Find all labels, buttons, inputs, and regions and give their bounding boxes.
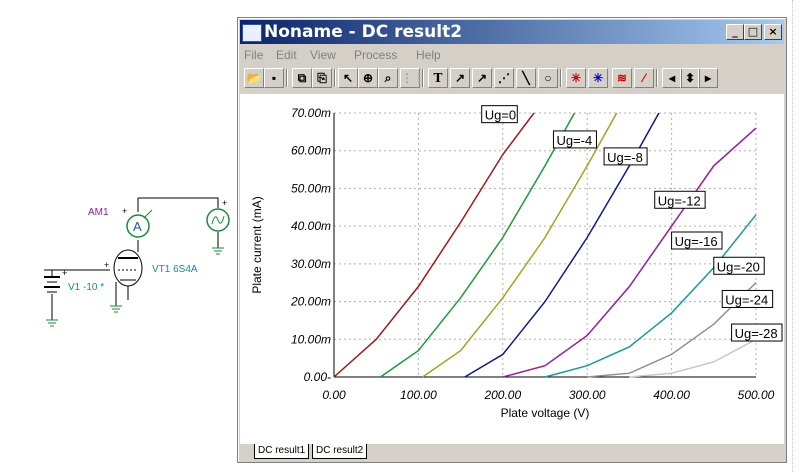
y-tick-label: 30.00m (291, 257, 331, 271)
y-axis-label: Plate current (mA) (250, 196, 264, 293)
menu-process[interactable]: Process (354, 48, 398, 62)
window-title: Noname - DC result2 (264, 22, 463, 42)
y-tick-label: 70.00m (291, 106, 331, 120)
toolbar-separator (334, 69, 336, 87)
curve-label: Ug=-8 (607, 150, 643, 165)
x-tick-label: 200.00 (483, 388, 521, 402)
curve-line[interactable] (422, 112, 618, 378)
curve-label: Ug=0 (485, 108, 516, 123)
curve-line[interactable] (629, 338, 757, 378)
curve-line[interactable] (502, 127, 757, 378)
cursor-a-icon[interactable]: ✳ (566, 68, 586, 88)
pointer-icon[interactable]: ↖ (338, 68, 358, 88)
toolbar-separator (560, 69, 562, 87)
vacuum-tube[interactable]: + (104, 249, 143, 287)
curve-label-box[interactable] (603, 147, 648, 166)
svg-text:+: + (104, 260, 109, 270)
zoom-in-icon[interactable]: ⊕ (358, 68, 378, 88)
title-bar[interactable]: Noname - DC result2 _ □ × (240, 20, 784, 44)
voltage-probe[interactable]: + (206, 198, 230, 232)
curve-add-icon[interactable]: ≋ (612, 68, 632, 88)
arrow-left-icon[interactable]: ◂ (662, 68, 682, 88)
curve-label-box[interactable] (654, 190, 706, 209)
curve-label-box[interactable] (721, 289, 774, 308)
toolbar: 📂 ▪ ⧉ ⎘ ↖ ⊕ ⌕ ⋮⋮ T ↗ ↗ ⋰ ╲ ○ ✳ ✳ ≋ ⁄ ◂ ⬍… (240, 66, 784, 92)
text-icon[interactable]: T (428, 68, 448, 88)
page-edge (792, 0, 800, 472)
curve-label: Ug=-12 (658, 193, 701, 208)
ammeter[interactable]: A + (122, 206, 153, 238)
menu-edit[interactable]: Edit (276, 48, 297, 62)
app-icon (242, 24, 262, 42)
svg-text:+: + (222, 198, 227, 208)
ammeter-symbol: A (133, 219, 142, 234)
svg-text:+: + (62, 268, 67, 278)
x-tick-label: 0.00 (322, 388, 346, 402)
cursor-b-icon[interactable]: ✳ (588, 68, 608, 88)
curve-label-box[interactable] (713, 256, 765, 275)
y-tick-label: 0.00- (304, 370, 331, 384)
annotate-multi-icon[interactable]: ⋰ (494, 68, 514, 88)
curve-remove-icon[interactable]: ⁄ (634, 68, 654, 88)
close-button[interactable]: × (764, 24, 782, 40)
result-window[interactable]: Noname - DC result2 _ □ × File Edit View… (237, 17, 787, 463)
source-label: V1 -10 * (68, 282, 104, 293)
menu-help[interactable]: Help (416, 48, 441, 62)
y-tick-label: 20.00m (290, 295, 331, 309)
save-icon[interactable]: ▪ (264, 68, 284, 88)
curve-label: Ug=-4 (556, 133, 592, 148)
y-tick-label: 50.00m (291, 181, 331, 195)
x-tick-label: 300.00 (569, 388, 606, 402)
toolbar-separator (286, 69, 288, 87)
svg-text:+: + (122, 206, 127, 216)
curve-label-box[interactable] (671, 231, 723, 250)
curve-line[interactable] (587, 282, 757, 378)
result-tabs: DC result1 DC result2 (240, 444, 784, 460)
grid-icon[interactable]: ⋮⋮ (400, 68, 425, 88)
curve-line[interactable] (379, 112, 576, 378)
toolbar-separator (422, 69, 424, 87)
open-icon[interactable]: 📂 (244, 68, 264, 88)
toolbar-separator (656, 69, 658, 87)
x-tick-label: 400.00 (653, 388, 690, 402)
curve-label-box[interactable] (481, 105, 518, 124)
y-tick-label: 10.00m (291, 332, 331, 346)
copy-icon[interactable]: ⧉ (292, 68, 312, 88)
menu-view[interactable]: View (310, 48, 336, 62)
ammeter-label: AM1 (88, 207, 109, 218)
maximize-button[interactable]: □ (744, 24, 762, 40)
y-tick-label: 60.00m (291, 144, 331, 158)
tab-dc-result2[interactable]: DC result2 (312, 444, 368, 459)
x-axis-label: Plate voltage (V) (501, 406, 590, 420)
x-tick-label: 500.00 (738, 388, 775, 402)
zoom-100-icon[interactable]: ⌕ (378, 68, 398, 88)
dc-result-chart[interactable]: 0.00 100.00 200.00 300.00 400.00 500.00 0.00- 1… (240, 94, 784, 444)
tab-dc-result1[interactable]: DC result1 (254, 444, 310, 459)
curve-label-box[interactable] (731, 323, 783, 342)
curve-label: Ug=-28 (735, 326, 778, 341)
ground-symbol (46, 247, 224, 327)
tube-label: VT1 6S4A (152, 264, 198, 275)
circle-icon[interactable]: ○ (538, 68, 558, 88)
circuit-schematic: A + AM1 + + VT1 6S4A + V1 -10 * (44, 197, 230, 327)
minimize-button[interactable]: _ (726, 24, 744, 40)
paste-icon[interactable]: ⎘ (312, 68, 332, 88)
arrow-updown-icon[interactable]: ⬍ (680, 68, 700, 88)
arrow-right-icon[interactable]: ▸ (698, 68, 718, 88)
curve-label-box[interactable] (552, 130, 597, 149)
annotate-curve-icon[interactable]: ↗ (450, 68, 470, 88)
y-tick-label: 40.00m (291, 219, 331, 233)
curve-label: Ug=-24 (725, 292, 768, 307)
curve-label: Ug=-20 (717, 259, 760, 274)
line-icon[interactable]: ╲ (516, 68, 536, 88)
x-tick-label: 100.00 (400, 388, 437, 402)
menu-bar: File Edit View Process Help (240, 46, 784, 64)
plot-area[interactable]: 0.00 100.00 200.00 300.00 400.00 500.00 0.00- 1… (240, 94, 784, 444)
battery-source[interactable]: + (44, 268, 67, 293)
menu-file[interactable]: File (244, 48, 264, 62)
curve-line[interactable] (333, 112, 535, 378)
annotate-curve2-icon[interactable]: ↗ (472, 68, 492, 88)
curve-label: Ug=-16 (675, 234, 718, 249)
